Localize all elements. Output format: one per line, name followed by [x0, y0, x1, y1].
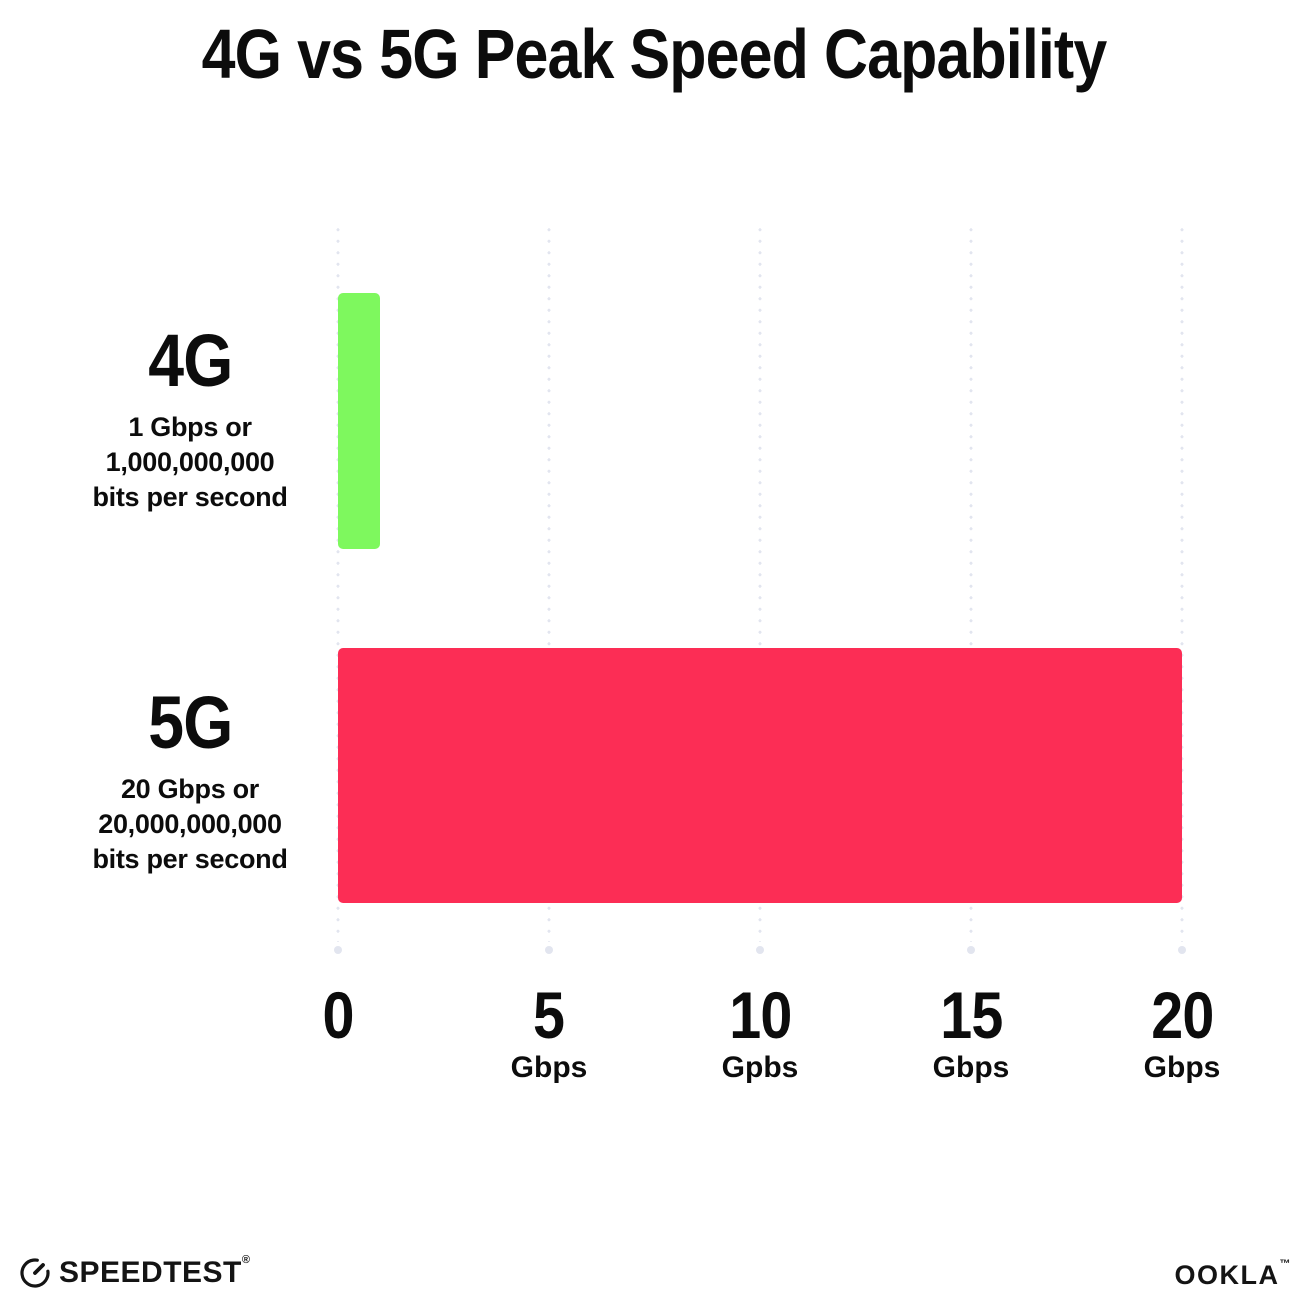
ookla-wordmark: OOKLA: [1174, 1260, 1280, 1290]
gridline: [758, 224, 762, 942]
speedtest-logo: SPEEDTEST®: [18, 1254, 251, 1290]
category-desc-4g: 1 Gbps or 1,000,000,000 bits per second: [40, 410, 340, 515]
x-tick-10: 10 Gpbs: [722, 982, 799, 1084]
gridline-end-dot: [1178, 946, 1186, 954]
category-name-4g-text: 4G: [147, 319, 233, 402]
desc-line: 1 Gbps or: [128, 412, 252, 442]
x-tick-unit: Gpbs: [721, 1051, 799, 1084]
gauge-icon: [20, 1258, 50, 1288]
chart-title-text: 4G vs 5G Peak Speed Capability: [201, 15, 1108, 93]
x-tick-value-text: 5: [533, 978, 565, 1052]
category-name-5g: 5G: [40, 684, 340, 762]
plot-area: [334, 224, 1186, 955]
speedtest-wordmark: SPEEDTEST®: [59, 1254, 251, 1290]
x-tick-value: 0: [320, 982, 356, 1048]
x-tick-5: 5 Gbps: [511, 982, 588, 1084]
registered-mark: ®: [241, 1254, 251, 1266]
desc-line: 20 Gbps or: [120, 774, 260, 804]
desc-line: 20,000,000,000: [98, 809, 282, 839]
gridline: [547, 224, 551, 942]
desc-line: bits per second: [92, 482, 288, 512]
x-tick-unit: Gbps: [510, 1051, 588, 1084]
x-tick-value-text: 10: [728, 978, 792, 1052]
gridline-end-dot: [334, 946, 342, 954]
category-desc-5g: 20 Gbps or 20,000,000,000 bits per secon…: [40, 772, 340, 877]
x-tick-value: 20: [1144, 982, 1221, 1048]
gridline-end-dot: [545, 946, 553, 954]
x-tick-value-text: 0: [322, 978, 354, 1052]
category-name-4g: 4G: [40, 322, 340, 400]
x-tick-value: 15: [933, 982, 1010, 1048]
gridline: [969, 224, 973, 942]
x-tick-value: 5: [511, 982, 588, 1048]
gridline-end-dot: [756, 946, 764, 954]
bar-5g: [338, 648, 1182, 903]
x-tick-unit: Gbps: [1143, 1051, 1221, 1084]
x-tick-unit: Gbps: [932, 1051, 1010, 1084]
x-tick-value: 10: [722, 982, 799, 1048]
x-tick-15: 15 Gbps: [933, 982, 1010, 1084]
x-tick-20: 20 Gbps: [1144, 982, 1221, 1084]
speedtest-label: SPEEDTEST: [59, 1256, 242, 1289]
gridline: [1180, 224, 1184, 942]
category-block-4g: 4G 1 Gbps or 1,000,000,000 bits per seco…: [40, 322, 340, 515]
category-name-5g-text: 5G: [147, 681, 233, 764]
gridline-end-dot: [967, 946, 975, 954]
x-tick-0: 0: [320, 982, 356, 1052]
x-tick-value-text: 15: [939, 978, 1003, 1052]
bar-4g: [338, 293, 381, 549]
ookla-logo: OOKLA™: [1174, 1258, 1293, 1291]
x-tick-value-text: 20: [1150, 978, 1214, 1052]
chart-title: 4G vs 5G Peak Speed Capability: [0, 14, 1308, 95]
desc-line: bits per second: [92, 844, 288, 874]
x-axis: 0 5 Gbps 10 Gpbs 15 Gbps 20 Gbps: [322, 982, 1220, 1102]
desc-line: 1,000,000,000: [105, 447, 275, 477]
category-block-5g: 5G 20 Gbps or 20,000,000,000 bits per se…: [40, 684, 340, 877]
gridline: [336, 224, 340, 942]
trademark-mark: ™: [1279, 1258, 1292, 1270]
